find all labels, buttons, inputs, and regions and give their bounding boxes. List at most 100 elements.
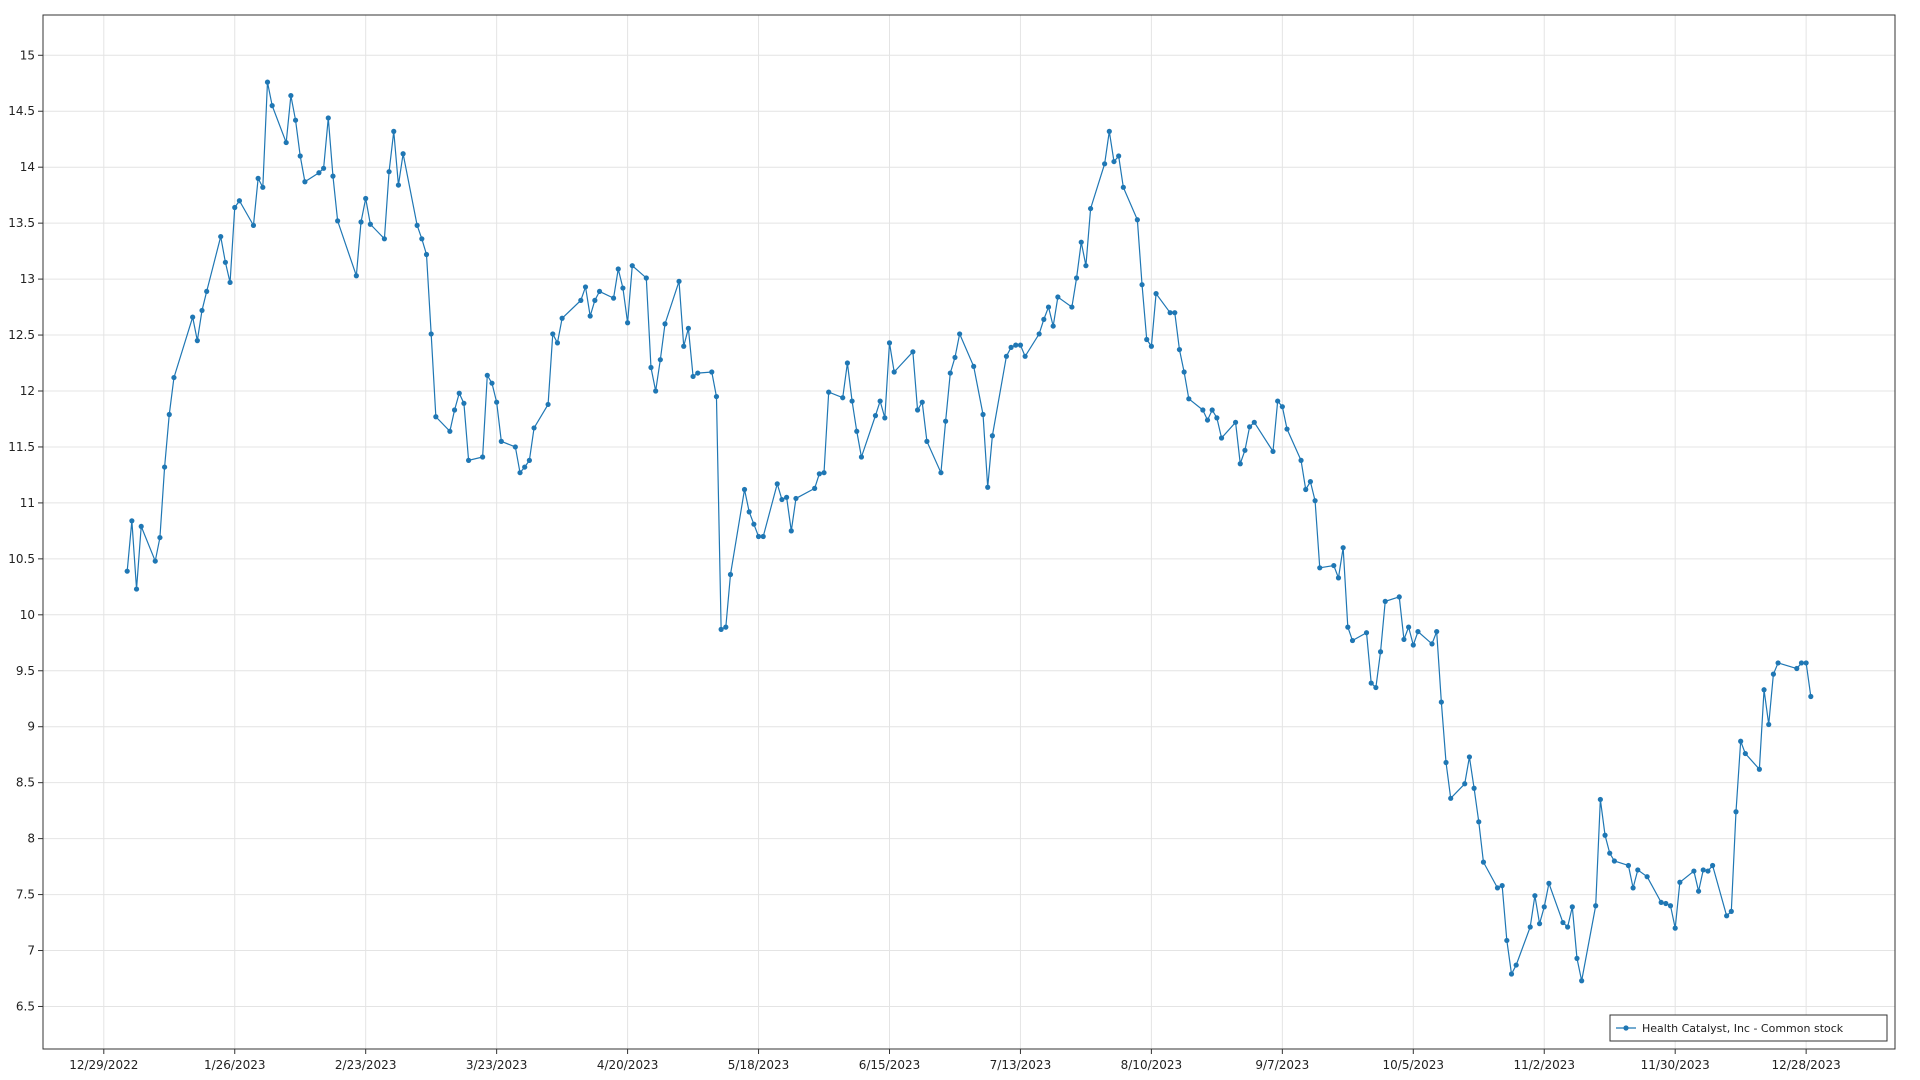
point: [456, 390, 462, 396]
point: [844, 360, 851, 366]
point: [1106, 128, 1112, 134]
x-tick-label: 12/29/2022: [69, 1058, 138, 1072]
point: [400, 151, 406, 157]
point: [461, 400, 467, 406]
point: [648, 364, 654, 371]
point: [1794, 665, 1800, 672]
point: [330, 173, 336, 179]
x-tick-label: 10/5/2023: [1383, 1058, 1445, 1072]
point: [232, 204, 238, 211]
point: [367, 221, 373, 227]
point: [1775, 660, 1781, 666]
point: [1602, 832, 1608, 838]
point: [971, 363, 977, 369]
y-tick-label: 12.5: [8, 328, 35, 342]
point: [1148, 343, 1154, 349]
point: [681, 343, 687, 349]
point: [629, 263, 635, 269]
point: [1340, 545, 1346, 551]
point: [133, 586, 140, 592]
point: [1396, 594, 1402, 600]
point: [218, 233, 224, 240]
point: [1087, 205, 1094, 212]
point: [1527, 924, 1533, 930]
plot-frame: [42, 14, 1896, 1050]
point: [812, 485, 818, 491]
y-tick-label: 7: [27, 944, 35, 958]
point: [1186, 396, 1192, 402]
point: [1438, 699, 1444, 705]
legend-marker: [1623, 1025, 1629, 1031]
point: [1232, 419, 1239, 425]
point: [1218, 435, 1225, 441]
point: [1368, 680, 1374, 686]
point: [1251, 419, 1257, 425]
y-tick-label: 12: [20, 384, 35, 398]
point: [788, 528, 794, 534]
point: [858, 454, 865, 460]
x-tick-label: 1/26/2023: [204, 1058, 266, 1072]
point: [1700, 867, 1706, 873]
point: [1761, 687, 1767, 693]
y-tick-label: 9: [27, 720, 35, 734]
point: [1504, 937, 1510, 944]
point: [1176, 346, 1183, 353]
point: [755, 533, 762, 540]
point: [1050, 323, 1056, 329]
point: [484, 372, 490, 378]
point: [826, 389, 832, 395]
point: [1574, 955, 1580, 961]
point: [882, 415, 888, 421]
x-tick-label: 11/30/2023: [1641, 1058, 1710, 1072]
point: [1429, 641, 1435, 647]
point: [1480, 859, 1487, 865]
point: [260, 184, 266, 190]
point: [395, 182, 402, 188]
point: [1335, 575, 1342, 581]
legend-label: Health Catalyst, Inc - Common stock: [1642, 1022, 1844, 1035]
point: [1406, 624, 1412, 630]
point: [1055, 294, 1061, 300]
point: [451, 407, 458, 413]
point: [1695, 888, 1702, 894]
point: [1073, 275, 1080, 281]
point: [1003, 353, 1010, 359]
point: [1644, 874, 1650, 880]
point: [713, 393, 720, 400]
point: [1237, 461, 1243, 467]
point: [321, 165, 327, 171]
point: [1625, 862, 1632, 869]
point: [1373, 684, 1379, 691]
point: [236, 198, 243, 204]
point: [157, 534, 163, 541]
point: [316, 170, 322, 176]
point: [1677, 879, 1683, 885]
point: [1415, 628, 1421, 635]
point: [363, 195, 369, 202]
point: [695, 370, 701, 376]
point: [610, 295, 617, 301]
point: [886, 340, 893, 346]
point: [1331, 562, 1337, 569]
point: [727, 571, 734, 578]
point: [1116, 153, 1122, 159]
point: [1691, 868, 1697, 874]
point: [1579, 978, 1585, 984]
y-tick-label: 13.5: [8, 216, 35, 230]
y-tick-label: 10.5: [8, 552, 35, 566]
point: [1172, 310, 1178, 316]
point: [615, 266, 621, 272]
point: [980, 411, 986, 418]
point: [1808, 693, 1814, 700]
point: [877, 398, 883, 404]
y-tick-label: 15: [20, 48, 35, 62]
point: [498, 438, 504, 444]
point: [302, 179, 308, 185]
y-tick-label: 14.5: [8, 104, 35, 118]
point: [718, 626, 724, 632]
point: [166, 411, 172, 418]
point: [1630, 885, 1636, 891]
point: [1565, 924, 1571, 930]
point: [1284, 426, 1290, 432]
point: [1275, 398, 1281, 404]
